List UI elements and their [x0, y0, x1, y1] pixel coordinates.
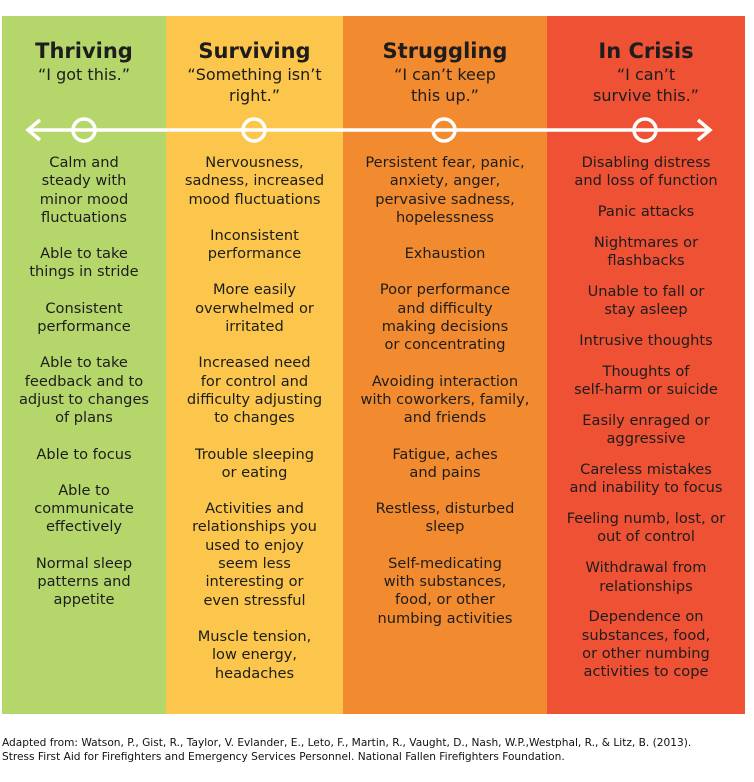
list-item: Inconsistent performance	[207, 226, 302, 263]
list-item: Increased need for control and difficult…	[186, 354, 323, 427]
column-quote: “I can’t keep this up.”	[394, 65, 496, 105]
list-item: Nightmares or flashbacks	[593, 233, 699, 270]
list-item: Disabling distress and loss of function	[574, 154, 718, 190]
list-item: Muscle tension, low energy, headaches	[197, 627, 312, 682]
column-title: Thriving	[35, 39, 133, 63]
column-title: Surviving	[198, 39, 311, 63]
list-item: Withdrawal from relationships	[585, 559, 707, 595]
list-item: Panic attacks	[597, 203, 695, 221]
list-item: Fatigue, aches and pains	[392, 445, 498, 481]
column-title: Struggling	[382, 39, 508, 63]
list-item: Dependence on substances, food, or other…	[581, 608, 711, 681]
list-item: Careless mistakes and inability to focus	[569, 461, 723, 497]
column-struggling: Struggling “I can’t keep this up.” Persi…	[343, 16, 547, 714]
list-item: Calm and steady with minor mood fluctuat…	[39, 154, 129, 226]
list-item: Thoughts of self-harm or suicide	[574, 362, 718, 399]
list-item: Able to take things in stride	[29, 245, 139, 281]
list-item: Able to communicate effectively	[34, 481, 134, 536]
list-item: Nervousness, sadness, increased mood flu…	[184, 154, 325, 208]
column-in-crisis: In Crisis “I can’t survive this.” Disabl…	[547, 16, 745, 714]
citation-footer: Adapted from: Watson, P., Gist, R., Tayl…	[2, 736, 752, 764]
column-items: Persistent fear, panic, anxiety, anger, …	[343, 154, 547, 646]
list-item: Able to take feedback and to adjust to c…	[18, 354, 150, 427]
list-item: Self-medicating with substances, food, o…	[377, 554, 513, 627]
list-item: More easily overwhelmed or irritated	[195, 281, 314, 336]
list-item: Unable to fall or stay asleep	[587, 282, 705, 319]
column-surviving: Surviving “Something isn’t right.” Nervo…	[166, 16, 343, 714]
list-item: Activities and relationships you used to…	[192, 500, 317, 609]
list-item: Exhaustion	[404, 245, 486, 263]
list-item: Restless, disturbed sleep	[375, 500, 515, 536]
column-quote: “I can’t survive this.”	[593, 65, 699, 105]
list-item: Avoiding interaction with coworkers, fam…	[360, 372, 530, 427]
list-item: Easily enraged or aggressive	[582, 411, 710, 448]
column-title: In Crisis	[598, 39, 694, 63]
list-item: Intrusive thoughts	[579, 332, 713, 350]
list-item: Feeling numb, lost, or out of control	[566, 510, 726, 546]
column-header: Surviving “Something isn’t right.”	[166, 38, 343, 106]
list-item: Trouble sleeping or eating	[194, 445, 314, 481]
column-quote: “Something isn’t right.”	[187, 65, 322, 105]
column-items: Disabling distress and loss of function …	[547, 154, 745, 694]
column-header: In Crisis “I can’t survive this.”	[547, 38, 745, 106]
column-header: Struggling “I can’t keep this up.”	[343, 38, 547, 106]
column-quote: “I got this.”	[38, 65, 130, 84]
column-header: Thriving “I got this.”	[2, 38, 166, 85]
list-item: Poor performance and difficulty making d…	[379, 281, 511, 354]
list-item: Consistent performance	[37, 299, 131, 336]
citation-line-2: Stress First Aid for Firefighters and Em…	[2, 751, 565, 763]
column-items: Calm and steady with minor mood fluctuat…	[2, 154, 166, 628]
list-item: Normal sleep patterns and appetite	[35, 554, 133, 609]
citation-line-1: Adapted from: Watson, P., Gist, R., Tayl…	[2, 737, 692, 749]
column-items: Nervousness, sadness, increased mood flu…	[166, 154, 343, 701]
list-item: Able to focus	[36, 445, 132, 463]
column-thriving: Thriving “I got this.” Calm and steady w…	[2, 16, 166, 714]
list-item: Persistent fear, panic, anxiety, anger, …	[365, 154, 525, 226]
